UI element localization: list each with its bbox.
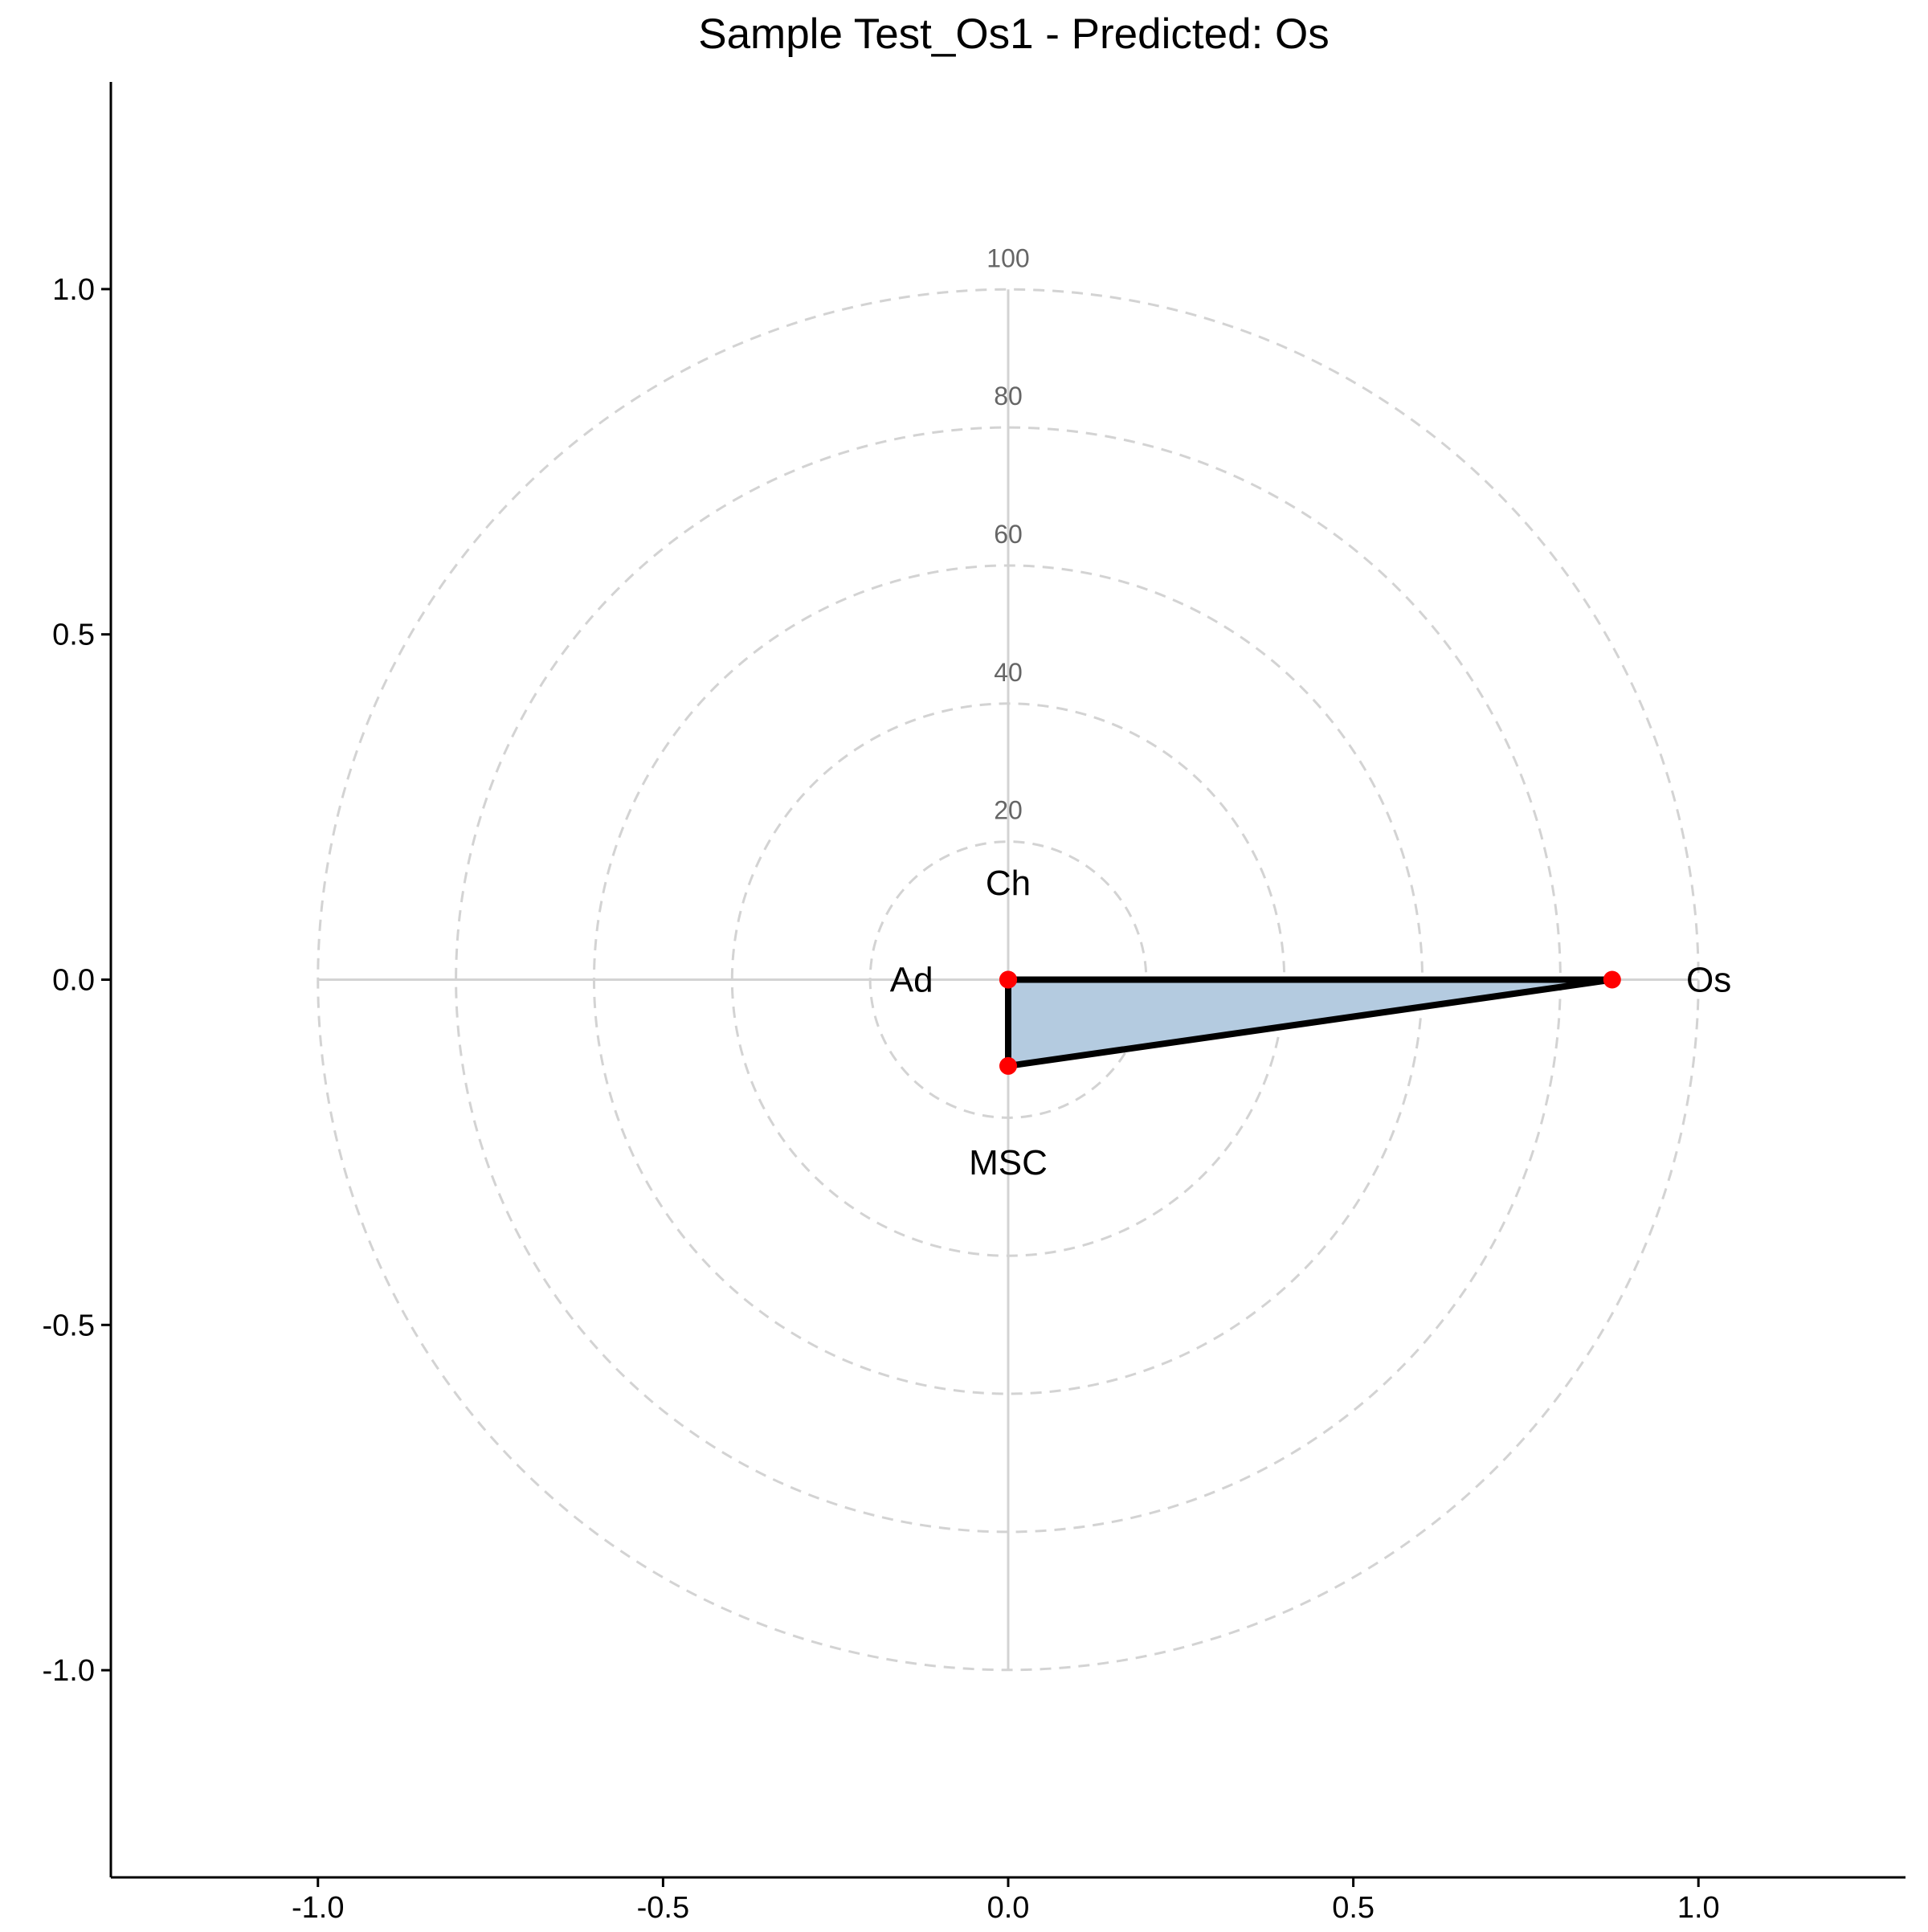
grid-ring-100: [317, 288, 1700, 1672]
x-tick-label: 0.0: [987, 1891, 1030, 1925]
axis-label-ch: Ch: [986, 864, 1031, 903]
ring-label-80: 80: [994, 382, 1023, 410]
y-tick-label: 0.0: [52, 964, 95, 998]
x-tick-label: -1.0: [292, 1891, 344, 1925]
x-tick-label: 1.0: [1677, 1891, 1720, 1925]
data-outline: [1005, 976, 1613, 1070]
axes-layer: -1.0 -0.5 0.0 0.5 1.0 1.0 0.5 0.0 -0.5 -1.0: [43, 82, 1906, 1925]
data-point-os: [1603, 970, 1621, 989]
y-tick-label: -0.5: [43, 1309, 95, 1342]
axis-label-msc: MSC: [969, 1143, 1048, 1182]
axis-label-ad: Ad: [890, 961, 933, 1000]
x-tick-label: 0.5: [1332, 1891, 1375, 1925]
axis-label-os: Os: [1686, 961, 1731, 1000]
data-layer: [999, 970, 1621, 1075]
y-tick-label: 1.0: [52, 273, 95, 307]
y-tick-label: -1.0: [43, 1654, 95, 1688]
data-point-ad: [999, 970, 1017, 989]
ring-label-100: 100: [986, 243, 1029, 272]
ring-label-20: 20: [994, 796, 1023, 825]
x-tick-label: -0.5: [637, 1891, 689, 1925]
grid-layer: 20 40 60 80 100: [317, 243, 1700, 1672]
chart-title: Sample Test_Os1 - Predicted: Os: [698, 10, 1330, 58]
label-layer: Os Ch Ad MSC: [890, 864, 1731, 1182]
ring-label-60: 60: [994, 520, 1023, 549]
ring-label-40: 40: [994, 658, 1023, 687]
y-tick-label: 0.5: [52, 619, 95, 652]
data-point-msc: [999, 1056, 1017, 1075]
